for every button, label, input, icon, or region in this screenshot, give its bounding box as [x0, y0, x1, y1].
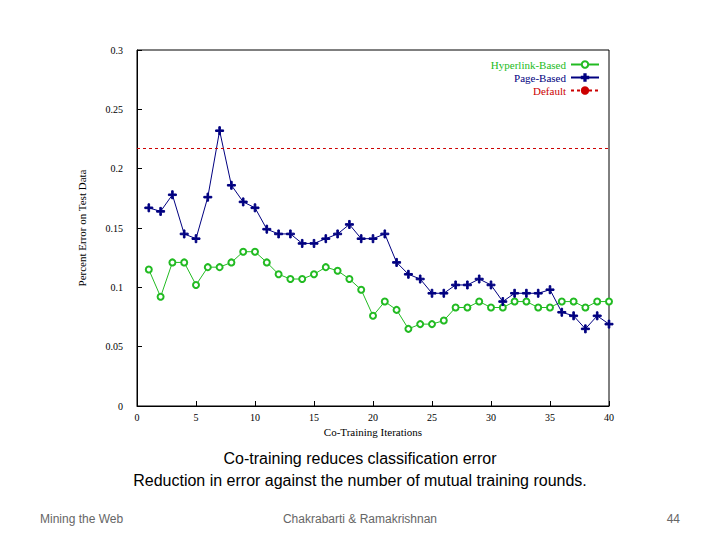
svg-text:10: 10	[250, 412, 260, 423]
html-text:44: 44	[666, 512, 680, 526]
svg-text:20: 20	[368, 412, 378, 423]
svg-text:Co-Training Iterations: Co-Training Iterations	[324, 426, 422, 438]
html-text:Mining the Web: Mining the Web	[40, 512, 124, 526]
svg-text:0: 0	[118, 401, 123, 412]
svg-text:15: 15	[309, 412, 319, 423]
svg-text:0.3: 0.3	[111, 45, 124, 56]
svg-text:Default: Default	[533, 85, 566, 97]
svg-text:25: 25	[427, 412, 437, 423]
svg-text:0.1: 0.1	[111, 282, 124, 293]
svg-text:Page-Based: Page-Based	[514, 72, 566, 84]
svg-text:30: 30	[486, 412, 496, 423]
html-text:Chakrabarti & Ramakrishnan: Chakrabarti & Ramakrishnan	[283, 512, 437, 526]
html-text:Co-training reduces classifica: Co-training reduces classification error	[223, 450, 497, 467]
svg-text:0.05: 0.05	[106, 341, 124, 352]
svg-text:0: 0	[135, 412, 140, 423]
html-text:Reduction in error against the: Reduction in error against the number of…	[133, 472, 587, 489]
svg-text:0.15: 0.15	[106, 223, 124, 234]
svg-text:Hyperlink-Based: Hyperlink-Based	[491, 59, 567, 71]
svg-text:Percent Error on Test Data: Percent Error on Test Data	[76, 169, 88, 286]
svg-text:5: 5	[194, 412, 199, 423]
svg-text:0.25: 0.25	[106, 104, 124, 115]
svg-text:35: 35	[545, 412, 555, 423]
svg-text:0.2: 0.2	[111, 163, 124, 174]
svg-text:40: 40	[604, 412, 614, 423]
